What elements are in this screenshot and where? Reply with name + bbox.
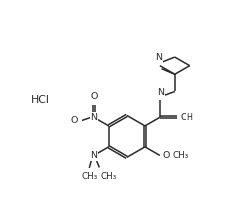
Text: HCl: HCl (31, 95, 50, 105)
Text: H: H (186, 113, 192, 122)
Text: N: N (90, 113, 97, 122)
Text: O: O (90, 92, 97, 101)
Text: O: O (163, 151, 170, 160)
Text: N: N (90, 151, 97, 160)
Text: CH₃: CH₃ (101, 172, 117, 181)
Text: CH₃: CH₃ (81, 172, 97, 181)
Text: N: N (157, 88, 164, 97)
Text: N: N (156, 53, 163, 62)
Text: O: O (181, 113, 188, 122)
Text: CH₃: CH₃ (173, 151, 189, 160)
Text: O: O (71, 116, 78, 125)
